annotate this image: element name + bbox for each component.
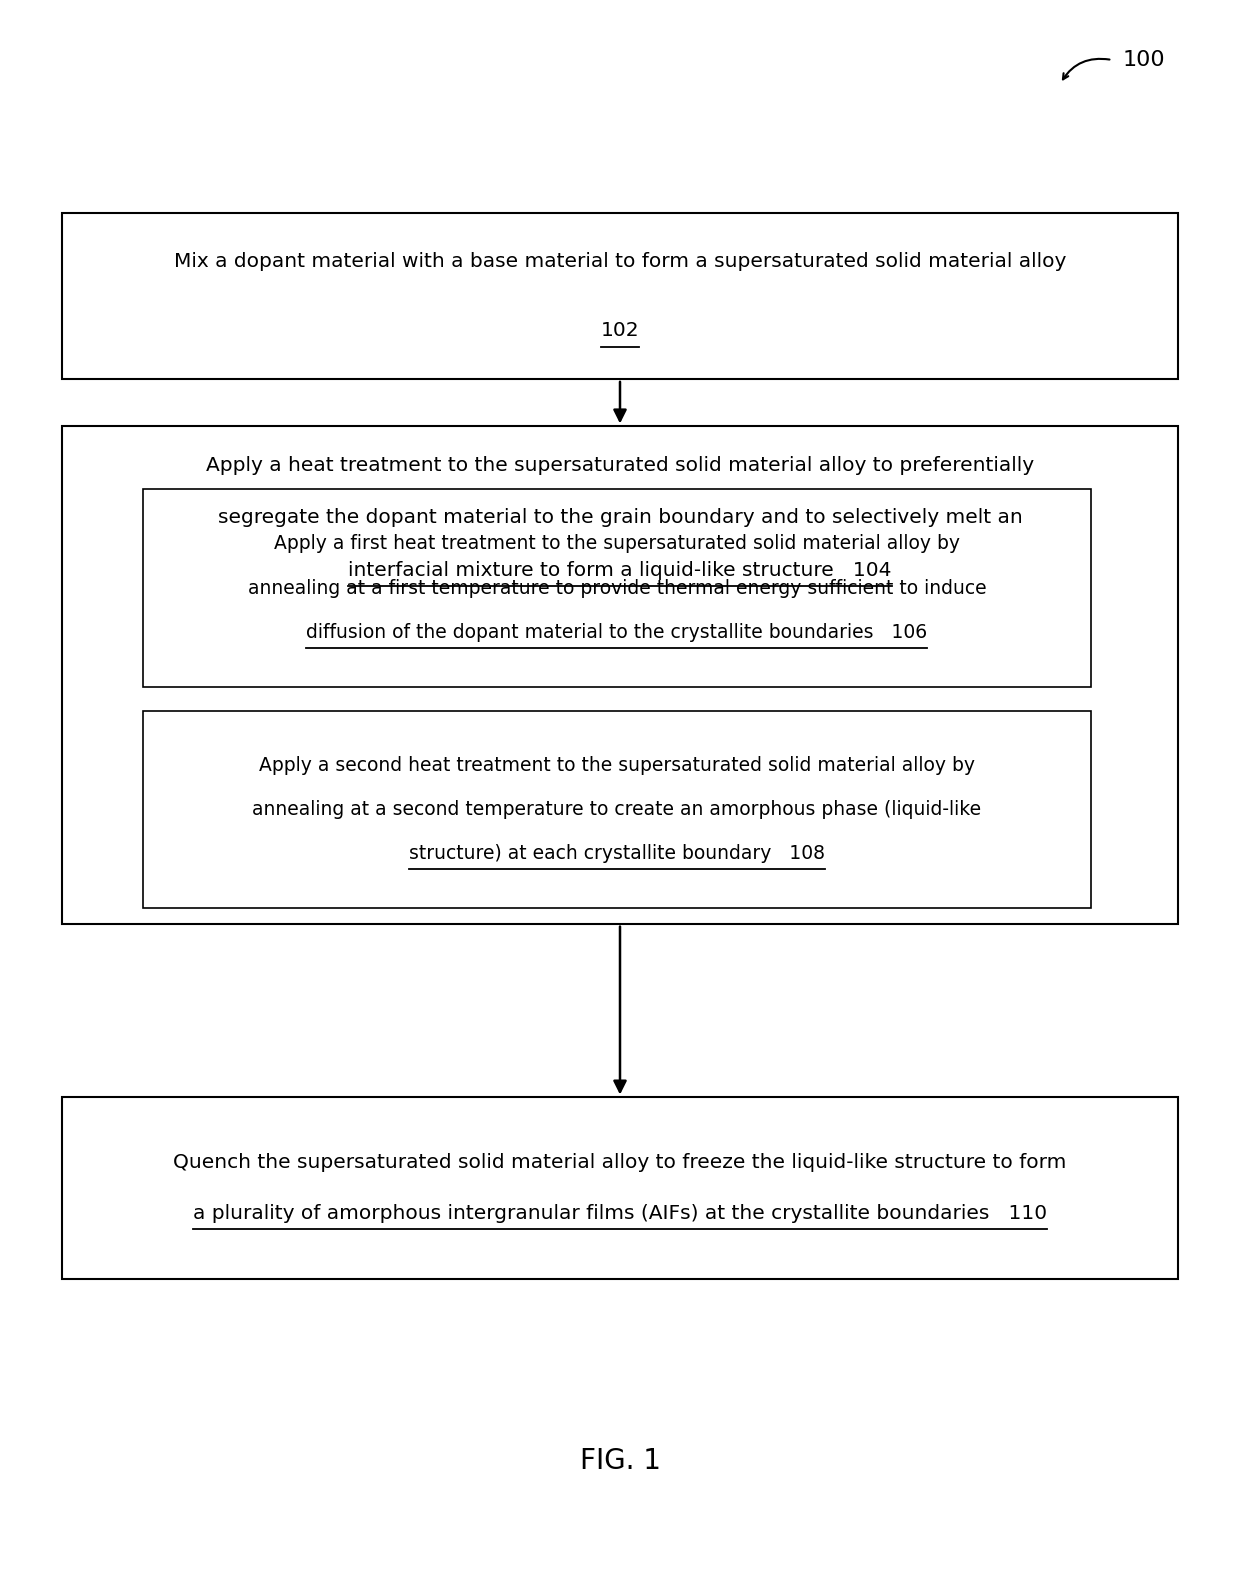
Bar xyxy=(62,213,1178,379)
Text: segregate the dopant material to the grain boundary and to selectively melt an: segregate the dopant material to the gra… xyxy=(218,508,1022,527)
Text: structure) at each crystallite boundary   108: structure) at each crystallite boundary … xyxy=(409,843,825,864)
Text: 102: 102 xyxy=(600,321,640,341)
Text: Quench the supersaturated solid material alloy to freeze the liquid-like structu: Quench the supersaturated solid material… xyxy=(174,1153,1066,1173)
Text: Apply a heat treatment to the supersaturated solid material alloy to preferentia: Apply a heat treatment to the supersatur… xyxy=(206,456,1034,475)
Text: annealing at a second temperature to create an amorphous phase (liquid-like: annealing at a second temperature to cre… xyxy=(252,799,982,820)
Text: FIG. 1: FIG. 1 xyxy=(579,1446,661,1475)
Text: interfacial mixture to form a liquid-like structure   104: interfacial mixture to form a liquid-lik… xyxy=(348,561,892,579)
Text: annealing at a first temperature to provide thermal energy sufficient to induce: annealing at a first temperature to prov… xyxy=(248,578,986,598)
Text: 100: 100 xyxy=(1122,51,1164,69)
Text: diffusion of the dopant material to the crystallite boundaries   106: diffusion of the dopant material to the … xyxy=(306,622,928,643)
Bar xyxy=(143,489,1091,687)
Bar xyxy=(143,711,1091,908)
Text: a plurality of amorphous intergranular films (AIFs) at the crystallite boundarie: a plurality of amorphous intergranular f… xyxy=(193,1203,1047,1224)
Bar xyxy=(62,426,1178,924)
Text: Apply a second heat treatment to the supersaturated solid material alloy by: Apply a second heat treatment to the sup… xyxy=(259,755,975,775)
Bar xyxy=(62,1097,1178,1279)
Text: Apply a first heat treatment to the supersaturated solid material alloy by: Apply a first heat treatment to the supe… xyxy=(274,534,960,554)
Text: Mix a dopant material with a base material to form a supersaturated solid materi: Mix a dopant material with a base materi… xyxy=(174,251,1066,272)
